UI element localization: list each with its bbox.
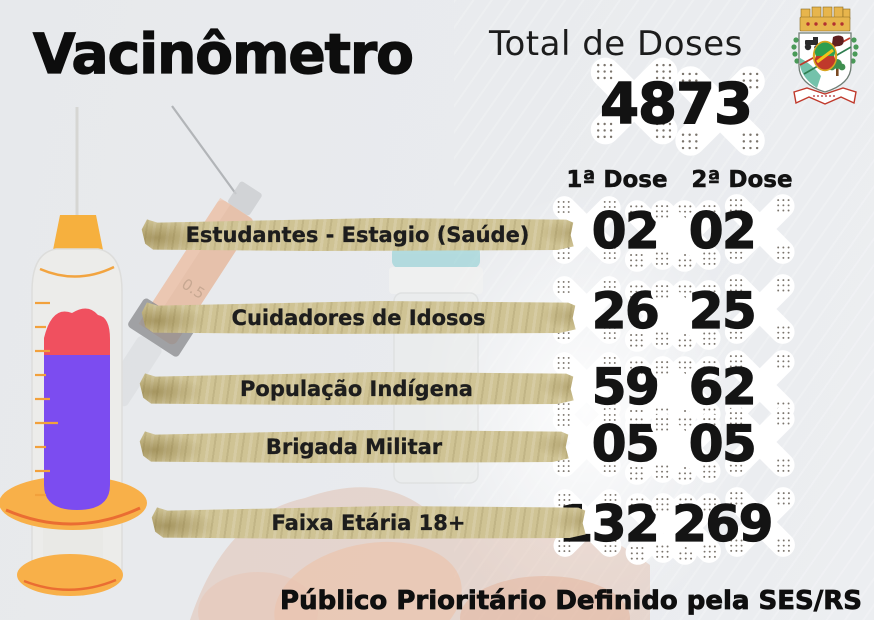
dose1-value: 59 [591,358,660,416]
total-doses-value: 4873 [599,72,753,137]
dose1-cell: 05 [592,417,659,472]
dose1-cell: 26 [592,284,659,339]
dose1-value: 05 [591,415,660,473]
row-banner: Brigada Militar [139,430,569,463]
dose2-cell: 05 [689,417,756,472]
dose2-cell: 25 [689,284,756,339]
row-banner: População Indígena [139,372,574,405]
dose2-cell: 62 [689,360,756,415]
dose2-value: 62 [688,358,757,416]
row-banner: Estudantes - Estagio (Saúde) [141,218,574,251]
dose2-value: 25 [688,282,757,340]
shield-animal [832,35,844,47]
row-banner: Faixa Etária 18+ [151,506,586,539]
mural-crown [799,6,851,32]
row-label: Estudantes - Estagio (Saúde) [185,222,530,247]
dose2-cell: 269 [672,497,772,552]
row-banner: Cuidadores de Idosos [141,301,576,334]
crown-windows [806,22,844,26]
barrel-top-line [39,265,115,278]
footer-note: Público Prioritário Definido pela SES/RS [280,586,863,617]
ribbon [793,87,857,105]
row-label: Cuidadores de Idosos [231,305,486,330]
row-label: Brigada Militar [265,434,443,459]
dose1-value: 26 [591,282,660,340]
column-header-dose1: 1ª Dose [566,167,668,194]
shield-green-field [800,58,821,88]
coat-of-arms [791,6,859,105]
syringe-icon [0,107,147,596]
dose2-cell: 02 [689,204,756,259]
total-doses-block: 4873 [600,77,752,133]
needle [75,107,79,223]
central-oval-rs-flag [812,40,838,72]
liquid [44,308,110,510]
row-label: Faixa Etária 18+ [271,510,466,535]
dose1-cell: 02 [592,204,659,259]
side-leaves [791,37,859,64]
column-header-dose2: 2ª Dose [691,167,793,194]
graduation-ticks [35,301,58,497]
dose2-value: 269 [671,495,774,553]
dose2-value: 05 [688,415,757,473]
dose1-cell: 59 [592,360,659,415]
row-label: População Indígena [240,376,473,401]
dose1-value: 02 [591,202,660,260]
page-title: Vacinômetro [32,21,414,86]
total-doses-label: Total de Doses [489,24,743,64]
dose2-value: 02 [688,202,757,260]
